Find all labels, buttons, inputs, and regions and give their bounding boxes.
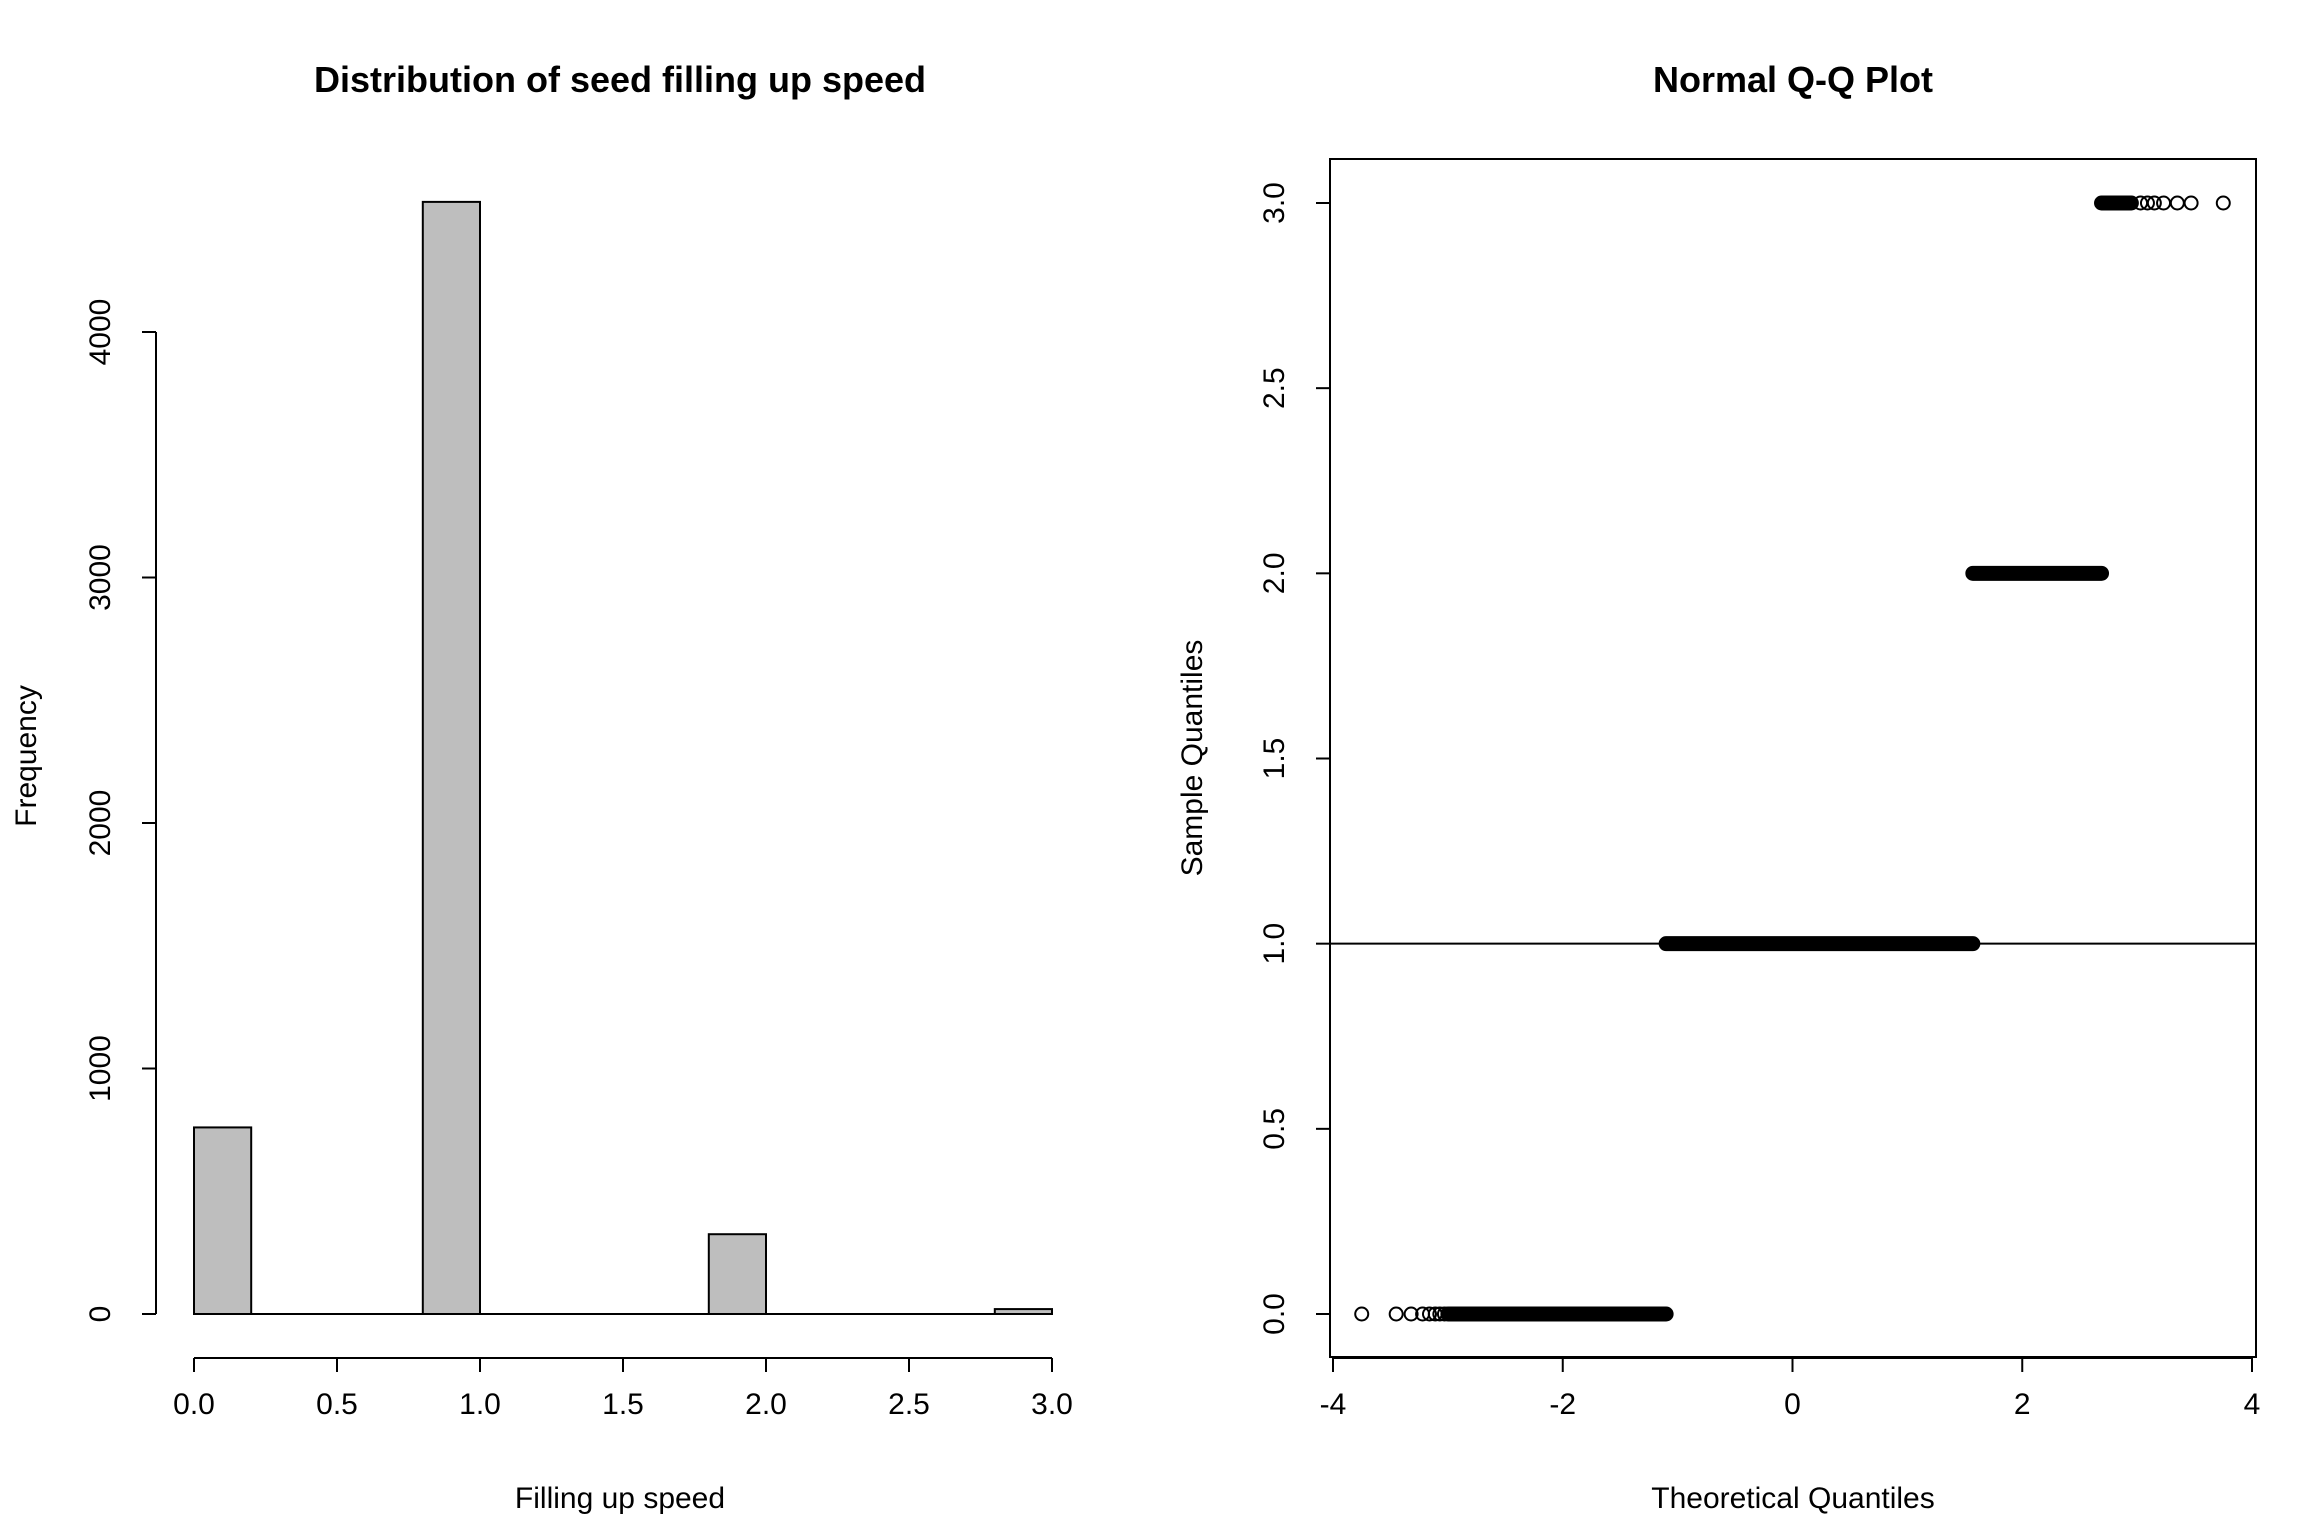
histogram-y-tick-label: 2000 (84, 790, 117, 857)
histogram-x-label: Filling up speed (515, 1482, 725, 1515)
qq-point (1436, 1306, 1452, 1322)
qq-point (1388, 1306, 1404, 1322)
histogram-y-tick-label: 1000 (84, 1035, 117, 1102)
histogram-title: Distribution of seed filling up speed (314, 59, 926, 100)
qq-point (2146, 195, 2162, 211)
qq-y-tick-label: 0.0 (1258, 1293, 1291, 1335)
qq-point (2183, 195, 2199, 211)
qq-y-tick-label: 3.0 (1258, 182, 1291, 224)
qq-y-tick-label: 1.5 (1258, 738, 1291, 780)
histogram-x-tick-label: 2.5 (888, 1388, 930, 1421)
qq-point (1421, 1306, 1437, 1322)
qq-y-tick-label: 2.0 (1258, 552, 1291, 594)
qq-point (2156, 195, 2172, 211)
histogram-bar (993, 1308, 1053, 1315)
histogram-x-tick-label: 2.0 (745, 1388, 787, 1421)
qq-y-tick-label: 2.5 (1258, 367, 1291, 409)
histogram-y-tick-label: 0 (84, 1306, 117, 1323)
histogram-bar (421, 200, 481, 1315)
histogram-x-axis: 0.0 0.5 1.0 1.5 2.0 2.5 3.0 (173, 1357, 1073, 1421)
histogram-x-tick-label: 3.0 (1031, 1388, 1073, 1421)
qq-points (1354, 195, 2231, 1322)
qq-x-axis: -4 -2 0 2 4 (1320, 1357, 2261, 1421)
qq-point (1427, 1306, 1443, 1322)
histogram-bar (707, 1233, 767, 1316)
qq-x-tick-label: 0 (1784, 1388, 1801, 1421)
qq-point (1403, 1306, 1419, 1322)
qq-x-tick-label: -2 (1549, 1388, 1576, 1421)
histogram-x-tick-label: 0.0 (173, 1388, 215, 1421)
qq-y-tick-label: 1.0 (1258, 923, 1291, 965)
qq-point (2215, 195, 2231, 211)
qq-x-tick-label: 2 (2014, 1388, 2031, 1421)
histogram-y-label: Frequency (10, 685, 43, 827)
histogram-bar (193, 1126, 253, 1316)
qq-y-tick-label: 0.5 (1258, 1108, 1291, 1150)
histogram-x-tick-label: 1.5 (602, 1388, 644, 1421)
histogram-panel: Distribution of seed filling up speed 0.… (10, 59, 1073, 1515)
histogram-y-tick-label: 3000 (84, 544, 117, 611)
qq-x-tick-label: 4 (2244, 1388, 2261, 1421)
qq-x-tick-label: -4 (1320, 1388, 1347, 1421)
qq-point (2139, 195, 2155, 211)
histogram-x-tick-label: 1.0 (459, 1388, 501, 1421)
qq-title: Normal Q-Q Plot (1653, 59, 1933, 100)
qq-y-axis: 0.0 0.5 1.0 1.5 2.0 2.5 3.0 (1258, 182, 1331, 1335)
histogram-bars (193, 200, 1053, 1316)
histogram-y-axis: 0 1000 2000 3000 4000 (84, 299, 157, 1323)
qq-panel: Normal Q-Q Plot -4 -2 0 2 4 0.0 0.5 1.0 1.5 2.0 2… (1176, 59, 2260, 1515)
histogram-x-tick-label: 0.5 (316, 1388, 358, 1421)
qq-y-label: Sample Quantiles (1176, 640, 1209, 877)
qq-point (1354, 1306, 1370, 1322)
qq-x-label: Theoretical Quantiles (1651, 1482, 1934, 1515)
qq-point (1432, 1306, 1448, 1322)
qq-point (2169, 195, 2185, 211)
histogram-y-tick-label: 4000 (84, 299, 117, 366)
qq-plot-box (1329, 158, 2257, 1358)
